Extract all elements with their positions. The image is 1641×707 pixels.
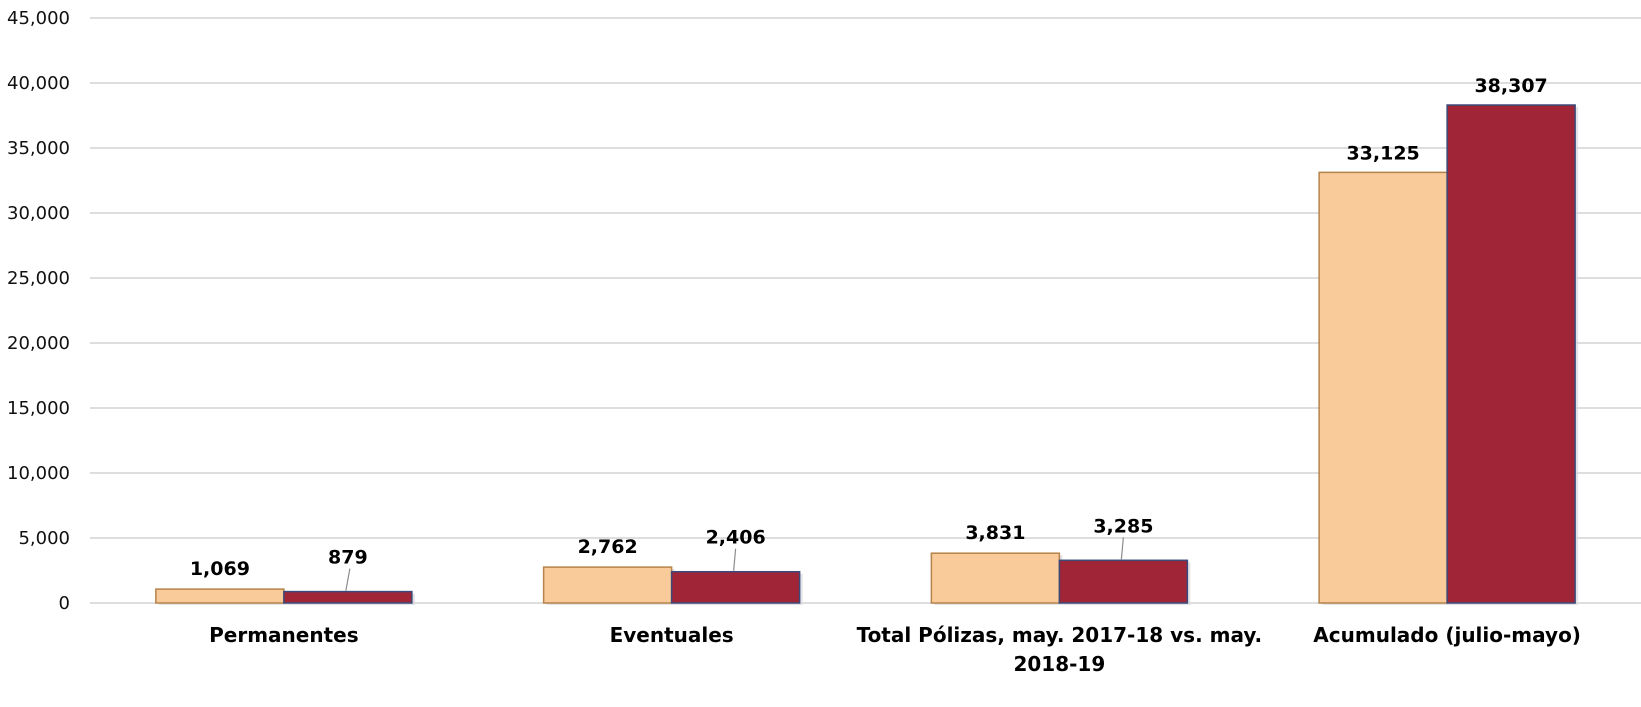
data-label: 2,762 (578, 536, 638, 558)
y-tick-label: 25,000 (7, 268, 70, 289)
x-axis-category-labels: Permanentes Eventuales Total Pólizas, may.… (209, 623, 1581, 676)
y-tick-label: 5,000 (18, 528, 70, 549)
x-category-label: Permanentes (209, 623, 359, 647)
label-leader-lines (345, 537, 1124, 591)
bars (155, 104, 1579, 605)
x-category-label: Acumulado (julio-mayo) (1313, 623, 1581, 647)
y-tick-label: 10,000 (7, 463, 70, 484)
y-tick-label: 35,000 (7, 138, 70, 159)
bar-series1-1 (155, 588, 285, 604)
bar-series2-2 (670, 570, 801, 604)
x-category-label: Total Pólizas, may. 2017-18 vs. may. (857, 623, 1263, 647)
label-leader-line (733, 548, 737, 571)
gridlines (90, 17, 1641, 604)
x-category-label: Eventuales (610, 623, 734, 647)
y-tick-label: 20,000 (7, 333, 70, 354)
data-label: 3,831 (965, 522, 1025, 544)
data-label: 879 (328, 547, 368, 569)
data-label: 1,069 (190, 558, 250, 580)
y-tick-label: 30,000 (7, 203, 70, 224)
data-label: 3,285 (1093, 515, 1153, 537)
y-axis-tick-labels: 0 5,000 10,000 15,000 20,000 25,000 30,000 35,0… (7, 8, 70, 614)
x-category-label: 2018-19 (1013, 652, 1105, 676)
data-label: 33,125 (1346, 142, 1419, 164)
data-label: 38,307 (1474, 75, 1547, 97)
y-tick-label: 45,000 (7, 8, 70, 29)
bar-series1-3 (930, 552, 1061, 604)
label-leader-line (1120, 537, 1124, 560)
y-tick-label: 40,000 (7, 73, 70, 94)
data-label: 2,406 (706, 527, 766, 549)
y-tick-label: 0 (59, 593, 70, 614)
label-leader-line (345, 568, 351, 591)
bar-series1-4 (1318, 171, 1448, 604)
bar-series2-1 (283, 590, 413, 604)
bar-series2-4 (1446, 104, 1576, 604)
bar-series2-3 (1058, 559, 1189, 604)
bar-series1-2 (542, 566, 673, 604)
data-labels: 1,069 879 2,762 2,406 3,831 3,285 33,125 38,307 (190, 75, 1548, 580)
y-tick-label: 15,000 (7, 398, 70, 419)
